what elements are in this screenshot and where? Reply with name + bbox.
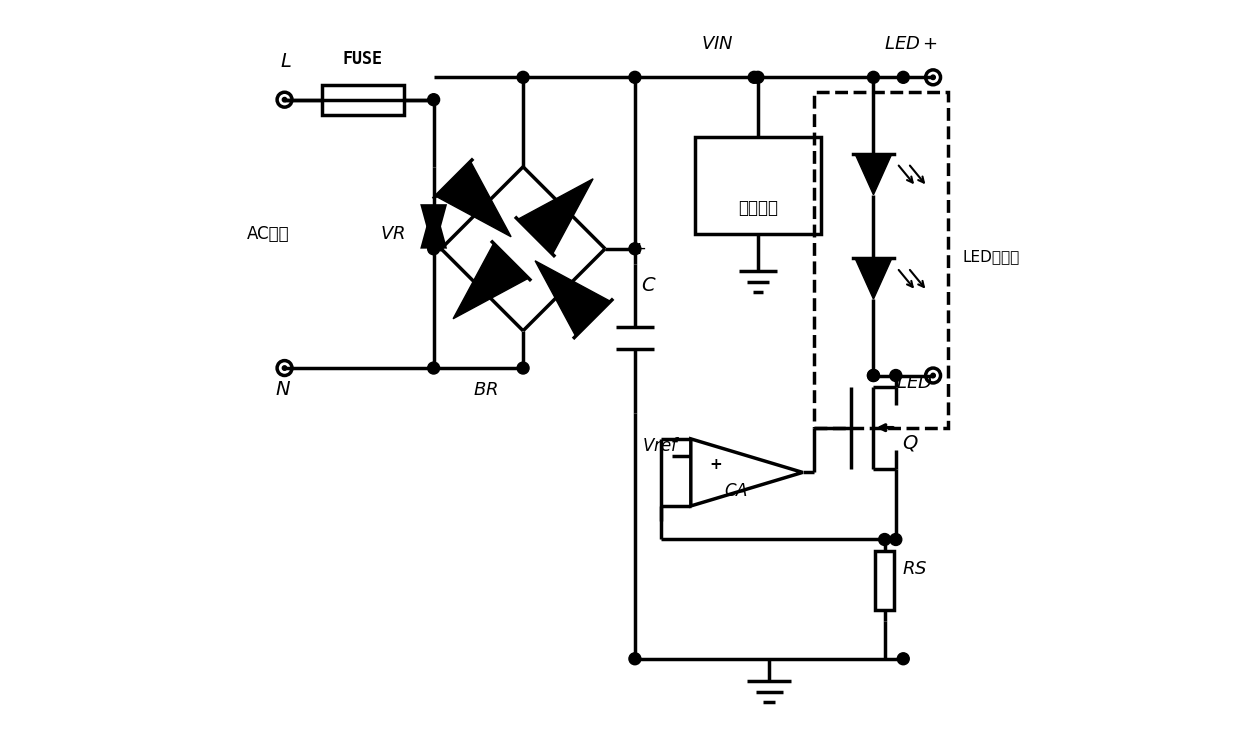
Circle shape xyxy=(751,71,764,83)
Text: $LED+$: $LED+$ xyxy=(884,35,937,53)
Circle shape xyxy=(517,71,529,83)
Circle shape xyxy=(283,98,286,102)
Bar xyxy=(813,92,949,427)
Text: FUSE: FUSE xyxy=(342,50,383,68)
Text: AC输入: AC输入 xyxy=(247,225,289,243)
Circle shape xyxy=(748,71,760,83)
Circle shape xyxy=(868,369,879,382)
Text: 偏置电路: 偏置电路 xyxy=(738,199,777,217)
Circle shape xyxy=(898,71,909,83)
Text: +: + xyxy=(631,240,646,258)
Text: +: + xyxy=(709,457,723,472)
Polygon shape xyxy=(518,179,593,254)
Polygon shape xyxy=(453,243,528,318)
Circle shape xyxy=(629,653,641,665)
Polygon shape xyxy=(536,261,610,336)
Text: $CA$: $CA$ xyxy=(724,483,748,499)
Bar xyxy=(322,85,404,115)
Circle shape xyxy=(428,243,440,255)
Text: $RS$: $RS$ xyxy=(901,560,928,578)
Text: $BR$: $BR$ xyxy=(474,382,498,400)
Circle shape xyxy=(868,369,879,382)
Circle shape xyxy=(428,362,440,374)
Circle shape xyxy=(879,533,890,545)
Circle shape xyxy=(629,71,641,83)
Bar xyxy=(875,550,894,611)
Text: $LED$: $LED$ xyxy=(897,374,932,392)
Circle shape xyxy=(517,362,529,374)
Polygon shape xyxy=(423,206,445,247)
Text: $C$: $C$ xyxy=(641,277,656,295)
Circle shape xyxy=(890,369,901,382)
Circle shape xyxy=(629,243,641,255)
Polygon shape xyxy=(435,161,511,237)
Circle shape xyxy=(283,366,286,370)
Text: $Q$: $Q$ xyxy=(903,433,919,453)
Text: $N$: $N$ xyxy=(275,382,291,400)
Polygon shape xyxy=(423,206,445,247)
Circle shape xyxy=(890,533,901,545)
Circle shape xyxy=(931,75,935,80)
Text: $L$: $L$ xyxy=(280,53,291,71)
Text: LED芯片组: LED芯片组 xyxy=(963,249,1021,264)
Circle shape xyxy=(931,373,935,378)
Text: $VR$: $VR$ xyxy=(381,225,405,243)
Bar xyxy=(694,137,821,234)
Circle shape xyxy=(428,94,440,106)
Circle shape xyxy=(898,653,909,665)
Polygon shape xyxy=(856,258,892,299)
Circle shape xyxy=(868,71,879,83)
Text: $Vref$: $Vref$ xyxy=(642,437,681,455)
Text: $VIN$: $VIN$ xyxy=(701,35,733,53)
Polygon shape xyxy=(856,154,892,195)
